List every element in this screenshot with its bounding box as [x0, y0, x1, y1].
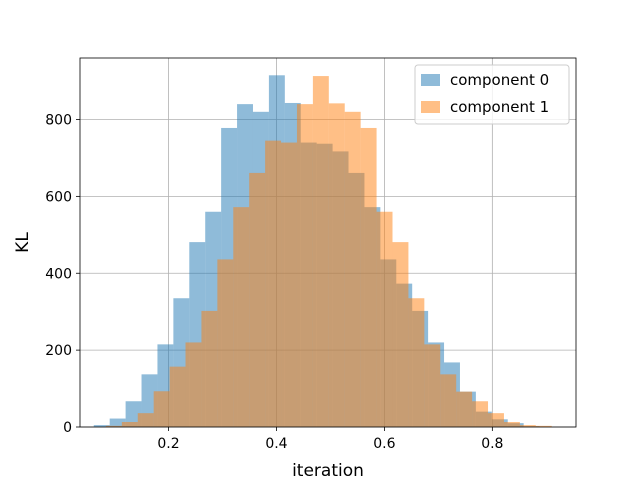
legend-box	[414, 64, 570, 125]
bar-series-1	[344, 111, 361, 427]
legend-label-1: component 1	[450, 98, 549, 116]
bar-series-1	[472, 401, 489, 427]
bar-series-1	[121, 422, 138, 427]
bar-series-1	[281, 142, 297, 427]
y-tick-label: 400	[45, 266, 72, 282]
bar-series-1	[328, 103, 345, 427]
x-tick-label: 0.6	[373, 436, 395, 452]
bar-series-1	[535, 425, 552, 427]
legend: component 0 component 1	[414, 64, 570, 125]
bar-series-1	[376, 211, 393, 427]
y-tick-label: 200	[45, 343, 72, 359]
bar-series-1	[201, 310, 218, 427]
legend-label-0: component 0	[450, 71, 549, 89]
bar-series-1	[105, 425, 122, 427]
bar-series-1	[169, 366, 186, 427]
y-tick-label: 600	[45, 189, 72, 205]
bar-series-1	[519, 425, 536, 427]
bar-series-1	[424, 344, 441, 427]
bar-series-0	[125, 401, 142, 427]
x-tick-label: 0.4	[265, 436, 287, 452]
bar-series-1	[249, 172, 266, 427]
bar-series-1	[488, 413, 504, 427]
bar-series-1	[440, 374, 457, 427]
x-tick-label: 0.2	[157, 436, 179, 452]
bar-series-1	[265, 140, 282, 427]
bar-series-0	[93, 425, 110, 427]
bar-series-1	[456, 391, 473, 427]
bar-series-0	[109, 418, 126, 427]
axis-ticks: 0.2 0.4 0.6 0.8 0 200 400 600 800	[45, 113, 503, 453]
bar-series-1	[137, 413, 154, 427]
bar-series-1	[185, 342, 202, 427]
bar-series-1	[217, 259, 234, 427]
histogram-bars	[93, 75, 552, 428]
bar-series-1	[503, 422, 520, 427]
bar-series-1	[153, 391, 170, 427]
legend-swatch-0	[421, 74, 440, 86]
bar-series-1	[360, 127, 377, 428]
bar-series-1	[296, 104, 313, 427]
bar-series-1	[312, 76, 329, 428]
y-axis-label: KL	[13, 232, 33, 253]
y-tick-label: 0	[63, 420, 72, 436]
x-tick-label: 0.8	[481, 436, 503, 452]
bar-series-1	[233, 207, 250, 427]
x-axis-label: iteration	[292, 461, 364, 480]
y-tick-label: 800	[45, 113, 72, 129]
legend-swatch-1	[421, 101, 440, 113]
bar-series-1	[408, 298, 425, 427]
plot-frame	[79, 57, 577, 428]
bar-series-1	[392, 242, 409, 427]
